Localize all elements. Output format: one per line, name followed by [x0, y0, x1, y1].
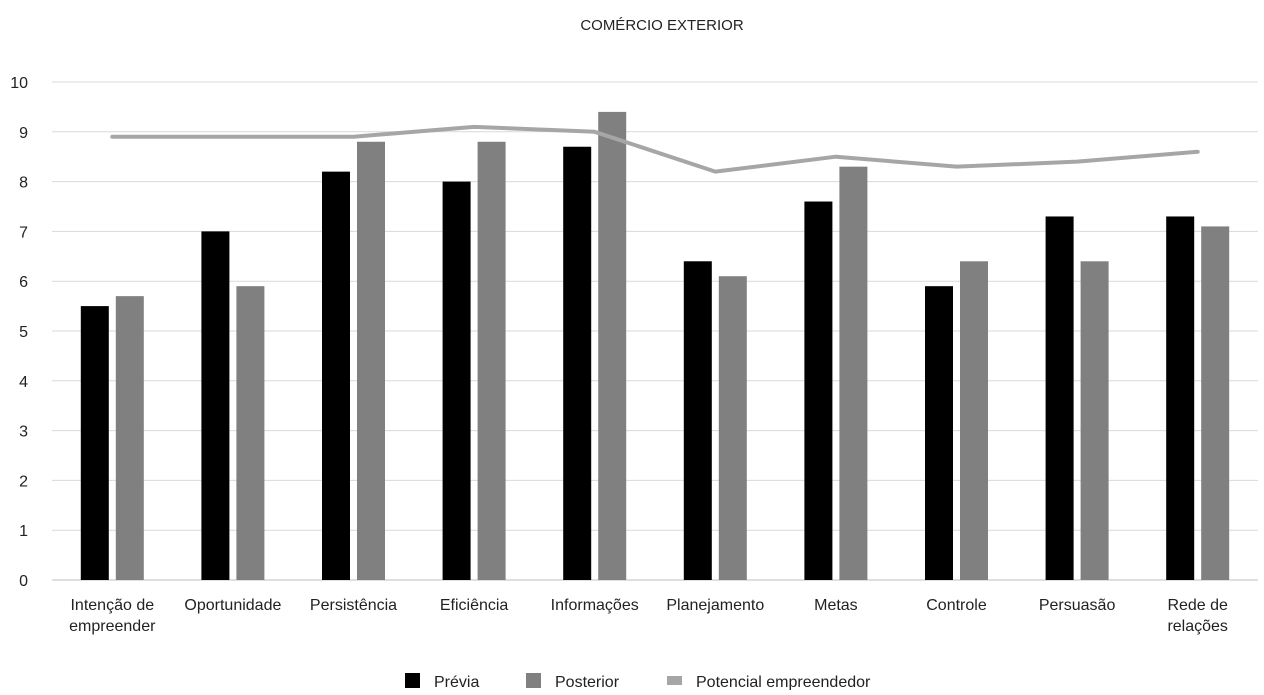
line-potencial-empreendedor [110, 124, 1200, 174]
y-tick-label: 5 [19, 324, 28, 341]
y-tick-label: 7 [19, 224, 28, 241]
legend-label: Potencial empreendedor [696, 674, 871, 690]
bar-pr-via [683, 261, 712, 580]
bar-pr-via [925, 286, 953, 580]
x-category-label: Persuasão [1039, 597, 1116, 614]
bar-pr-via [804, 201, 833, 580]
y-tick-label: 10 [10, 75, 28, 92]
x-category-label: Metas [814, 597, 858, 614]
series-line [110, 124, 1200, 174]
bar-posterior [960, 261, 988, 580]
y-tick-label: 0 [19, 573, 28, 590]
bar-posterior [477, 141, 506, 580]
gridlines [52, 81, 1258, 581]
x-category-label: Intenção de empreender [69, 597, 156, 635]
x-category-label: Oportunidade [184, 597, 281, 614]
y-tick-label: 9 [19, 125, 28, 142]
x-category-label: Informações [551, 597, 639, 614]
bar-posterior [1080, 261, 1109, 580]
bar-posterior [718, 276, 747, 580]
legend-swatch [405, 673, 420, 688]
bar-posterior [1201, 226, 1230, 581]
bar-posterior [357, 141, 385, 580]
y-tick-label: 1 [19, 523, 28, 540]
x-axis-categories: Intenção de empreender Oportunidade Persist… [69, 597, 1228, 635]
bar-posterior [115, 296, 144, 580]
legend-label: Posterior [555, 674, 620, 690]
x-category-label: Controle [926, 597, 987, 614]
x-category-label: Persistência [310, 597, 397, 614]
y-axis-ticks: 0 1 2 3 4 5 6 7 8 9 10 [10, 75, 28, 590]
y-tick-label: 4 [19, 374, 28, 391]
y-tick-label: 3 [19, 424, 28, 441]
y-tick-label: 8 [19, 175, 28, 192]
y-tick-label: 6 [19, 274, 28, 291]
x-category-label: Eficiência [440, 597, 509, 614]
x-category-label: Planejamento [666, 597, 764, 614]
bar-pr-via [322, 171, 350, 580]
bar-pr-via [1166, 216, 1195, 580]
bar-pr-via [442, 181, 471, 580]
bars [80, 111, 1230, 581]
x-category-label: Rede de relações [1167, 597, 1228, 635]
bar-pr-via [1045, 216, 1074, 580]
y-tick-label: 2 [19, 473, 28, 490]
chart-title: COMÉRCIO EXTERIOR [580, 17, 744, 34]
bar-pr-via [201, 231, 230, 580]
bar-pr-via [80, 306, 109, 580]
bar-posterior [598, 111, 627, 580]
bar-pr-via [563, 146, 592, 581]
legend-swatch [526, 673, 541, 688]
legend-label: Prévia [434, 674, 479, 690]
bar-posterior [839, 166, 868, 580]
legend-swatch [667, 676, 682, 685]
legend: Prévia Posterior Potencial empreendedor [405, 673, 871, 691]
bar-posterior [236, 286, 265, 580]
